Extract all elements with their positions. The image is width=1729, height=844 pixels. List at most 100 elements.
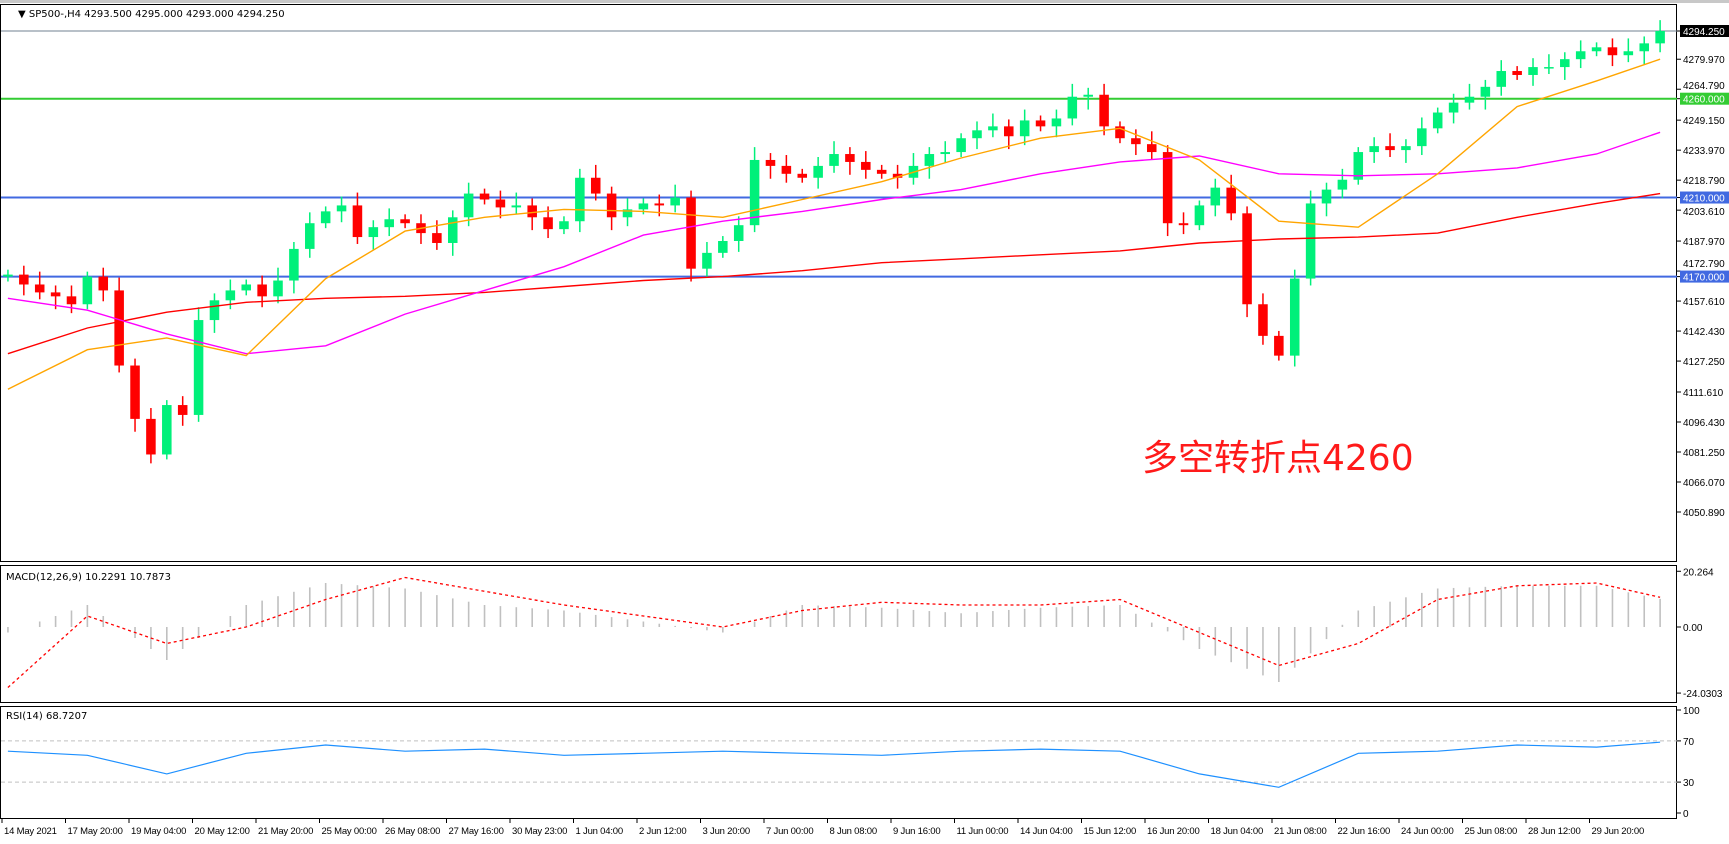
candle bbox=[1019, 109, 1030, 146]
rsi-pane[interactable] bbox=[0, 706, 1677, 819]
candle-body bbox=[1305, 203, 1316, 279]
candle-body bbox=[1432, 112, 1443, 129]
candle-body bbox=[495, 199, 506, 208]
candle-body bbox=[1067, 96, 1078, 119]
candle bbox=[1353, 147, 1364, 185]
price-label-badge bbox=[1680, 191, 1729, 204]
candle bbox=[1321, 182, 1332, 217]
candle-body bbox=[861, 161, 871, 170]
price-axis-label: 4210.000 bbox=[1683, 194, 1725, 205]
candle-body bbox=[1274, 335, 1284, 356]
candle-body bbox=[1560, 59, 1570, 68]
rsi-axis-label: 0 bbox=[1683, 809, 1689, 820]
time-axis-label: 28 Jun 12:00 bbox=[1528, 826, 1581, 837]
candle bbox=[797, 168, 808, 183]
candle-body bbox=[543, 217, 553, 230]
candle bbox=[1385, 133, 1395, 158]
candle bbox=[1560, 52, 1570, 80]
candle-body bbox=[1242, 213, 1252, 305]
price-axis-label: 4233.970 bbox=[1683, 146, 1725, 157]
price-axis-label: 4050.890 bbox=[1683, 508, 1725, 519]
time-axis-label: 25 May 00:00 bbox=[322, 826, 377, 837]
macd-pane[interactable] bbox=[0, 565, 1677, 703]
candle-body bbox=[813, 165, 823, 178]
candle-body bbox=[622, 209, 633, 218]
price-pane-border bbox=[0, 4, 1677, 562]
candle-body bbox=[305, 223, 315, 249]
price-label-badge bbox=[1680, 25, 1729, 37]
candle-body bbox=[1591, 47, 1602, 52]
candle bbox=[1226, 174, 1236, 221]
price-axis-label: 4157.610 bbox=[1683, 297, 1725, 308]
candle-body bbox=[1004, 126, 1014, 137]
candle-body bbox=[575, 177, 585, 222]
candle bbox=[861, 151, 871, 179]
rsi-axis-label: 100 bbox=[1683, 706, 1700, 717]
candle bbox=[1146, 131, 1157, 159]
price-label-badge bbox=[1680, 92, 1729, 105]
candle-body bbox=[463, 193, 474, 218]
candle-body bbox=[1083, 94, 1093, 97]
price-pane[interactable] bbox=[0, 4, 1677, 562]
price-axis-label: 4170.000 bbox=[1683, 273, 1725, 284]
candle-body bbox=[718, 241, 728, 253]
ma-fast-line bbox=[7, 58, 1661, 390]
candle-body bbox=[670, 197, 680, 206]
candle-body bbox=[1194, 205, 1205, 226]
candle bbox=[289, 241, 299, 294]
candle bbox=[988, 113, 998, 138]
candle bbox=[1258, 293, 1268, 345]
candle-body bbox=[384, 219, 394, 228]
candle bbox=[527, 198, 537, 231]
candle-body bbox=[114, 290, 124, 366]
candle bbox=[162, 400, 172, 460]
candle-body bbox=[1512, 71, 1522, 75]
candle-body bbox=[1115, 126, 1125, 139]
candle bbox=[368, 220, 379, 250]
candle-body bbox=[1289, 278, 1300, 356]
top-bar bbox=[0, 0, 1729, 3]
candle-body bbox=[1623, 51, 1634, 56]
candle bbox=[1194, 200, 1205, 231]
candle bbox=[956, 133, 966, 158]
candle bbox=[940, 141, 950, 163]
ma-slow-line bbox=[7, 192, 1661, 355]
candle-body bbox=[1258, 304, 1268, 336]
candle bbox=[1464, 83, 1475, 110]
symbol-label: SP500-,H4 bbox=[29, 9, 81, 20]
candle bbox=[1512, 66, 1522, 80]
candle-body bbox=[1528, 67, 1538, 75]
candle-body bbox=[1226, 187, 1236, 214]
collapse-triangle-icon[interactable]: ▼ bbox=[18, 9, 29, 20]
price-axis-label: 4264.790 bbox=[1683, 81, 1725, 92]
candle-body bbox=[320, 211, 331, 224]
candle-body bbox=[892, 173, 903, 178]
time-axis-label: 7 Jun 00:00 bbox=[766, 826, 813, 837]
candle bbox=[130, 358, 140, 432]
candle bbox=[924, 147, 935, 179]
candle-body bbox=[956, 138, 966, 153]
candle-body bbox=[606, 193, 617, 218]
candle-body bbox=[130, 365, 140, 419]
candle bbox=[3, 269, 13, 282]
candle bbox=[1528, 58, 1538, 86]
price-axis-label: 4203.610 bbox=[1683, 207, 1725, 218]
time-axis-label: 22 Jun 16:00 bbox=[1338, 826, 1391, 837]
time-axis-label: 16 Jun 20:00 bbox=[1147, 826, 1200, 837]
candle-body bbox=[82, 276, 93, 305]
candle-body bbox=[1496, 71, 1507, 87]
rsi-title: RSI(14) 68.7207 bbox=[6, 711, 87, 722]
time-axis-label: 20 May 12:00 bbox=[195, 826, 250, 837]
candle bbox=[495, 190, 506, 219]
candle-body bbox=[1401, 146, 1411, 151]
candle-body bbox=[400, 219, 410, 224]
macd-axis-label: 0.00 bbox=[1683, 623, 1703, 634]
candle-body bbox=[241, 284, 252, 291]
rsi-axis-label: 30 bbox=[1683, 778, 1695, 789]
candle-body bbox=[749, 159, 760, 226]
candle-body bbox=[368, 227, 379, 238]
price-axis-label: 4096.430 bbox=[1683, 418, 1725, 429]
time-axis-label: 8 Jun 08:00 bbox=[830, 826, 877, 837]
candle-body bbox=[19, 274, 29, 285]
